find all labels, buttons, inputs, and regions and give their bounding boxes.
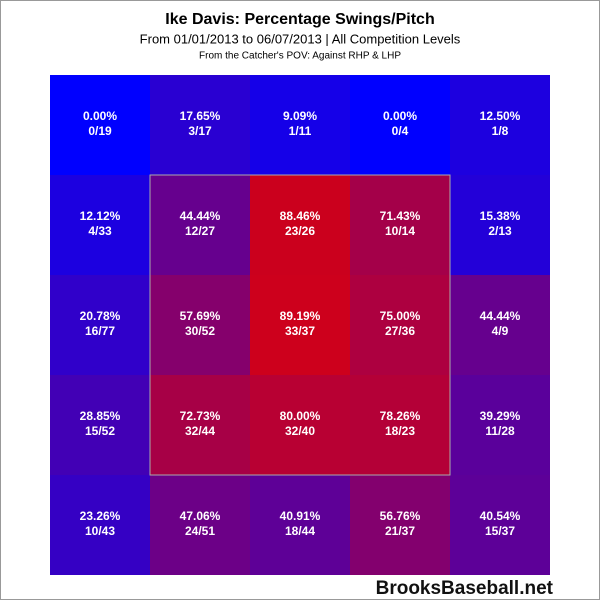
heat-cell (350, 375, 450, 475)
heat-cell (450, 275, 550, 375)
cell-value-label: 57.69% (180, 309, 221, 323)
cell-value-label: 88.46% (280, 209, 321, 223)
cell-value-label: 9.09% (283, 109, 317, 123)
cell-count-label: 23/26 (285, 224, 315, 238)
cell-value-label: 40.54% (480, 509, 521, 523)
heat-cell (350, 475, 450, 575)
strike-zone (149, 174, 451, 476)
heat-cell (50, 275, 150, 375)
cell-value-label: 12.50% (480, 109, 521, 123)
watermark: BrooksBaseball.net (376, 578, 554, 599)
cell-value-label: 78.26% (380, 409, 421, 423)
heat-cell (450, 175, 550, 275)
cell-value-label: 56.76% (380, 509, 421, 523)
cell-count-label: 18/44 (285, 524, 315, 538)
heat-cell (350, 75, 450, 175)
cell-value-label: 23.26% (80, 509, 121, 523)
cell-count-label: 27/36 (385, 324, 415, 338)
heat-cell (150, 175, 250, 275)
cell-count-label: 10/43 (85, 524, 115, 538)
heat-cell (250, 75, 350, 175)
cell-value-label: 44.44% (180, 209, 221, 223)
heat-cell (150, 75, 250, 175)
cell-value-label: 47.06% (180, 509, 221, 523)
cell-value-label: 39.29% (480, 409, 521, 423)
cell-count-label: 12/27 (185, 224, 215, 238)
cell-value-label: 44.44% (480, 309, 521, 323)
heat-cell (250, 375, 350, 475)
cell-value-label: 17.65% (180, 109, 221, 123)
cell-value-label: 75.00% (380, 309, 421, 323)
cell-count-label: 4/33 (88, 224, 112, 238)
cell-value-label: 15.38% (480, 209, 521, 223)
heat-cell (50, 475, 150, 575)
heat-cell (150, 375, 250, 475)
cell-count-label: 2/13 (488, 224, 512, 238)
heat-cell (350, 275, 450, 375)
cell-count-label: 15/37 (485, 524, 515, 538)
cell-value-label: 0.00% (383, 109, 417, 123)
cell-count-label: 18/23 (385, 424, 415, 438)
cell-value-label: 28.85% (80, 409, 121, 423)
cell-value-label: 12.12% (80, 209, 121, 223)
heat-cell (150, 475, 250, 575)
heat-cell (250, 175, 350, 275)
heat-cell (250, 475, 350, 575)
heat-cell (50, 375, 150, 475)
cell-count-label: 15/52 (85, 424, 115, 438)
cell-count-label: 4/9 (492, 324, 509, 338)
cell-value-label: 71.43% (380, 209, 421, 223)
heat-cell (250, 275, 350, 375)
heat-cell (450, 475, 550, 575)
cell-count-label: 33/37 (285, 324, 315, 338)
heat-cell (50, 175, 150, 275)
chart-note: From the Catcher's POV: Against RHP & LH… (199, 51, 401, 62)
cell-count-label: 16/77 (85, 324, 115, 338)
cell-value-label: 80.00% (280, 409, 321, 423)
heat-cell (50, 75, 150, 175)
chart-subtitle: From 01/01/2013 to 06/07/2013 | All Comp… (140, 31, 461, 46)
heat-cell (450, 375, 550, 475)
cell-value-label: 20.78% (80, 309, 121, 323)
cell-value-label: 89.19% (280, 309, 321, 323)
heat-cell (350, 175, 450, 275)
heatmap-grid: 0.00%0/1917.65%3/179.09%1/110.00%0/412.5… (50, 75, 550, 575)
cell-count-label: 32/40 (285, 424, 315, 438)
cell-value-label: 40.91% (280, 509, 321, 523)
heat-cell (150, 275, 250, 375)
cell-count-label: 0/19 (88, 124, 112, 138)
cell-count-label: 21/37 (385, 524, 415, 538)
heat-cell (450, 75, 550, 175)
cell-value-label: 0.00% (83, 109, 117, 123)
cell-value-label: 72.73% (180, 409, 221, 423)
cell-count-label: 24/51 (185, 524, 215, 538)
cell-count-label: 1/11 (289, 124, 312, 138)
cell-count-label: 11/28 (485, 424, 515, 438)
cell-count-label: 1/8 (492, 124, 509, 138)
cell-count-label: 30/52 (185, 324, 215, 338)
cell-count-label: 32/44 (185, 424, 215, 438)
cell-count-label: 10/14 (385, 224, 415, 238)
cell-count-label: 0/4 (392, 124, 409, 138)
cell-count-label: 3/17 (188, 124, 212, 138)
chart-title: Ike Davis: Percentage Swings/Pitch (165, 11, 434, 28)
